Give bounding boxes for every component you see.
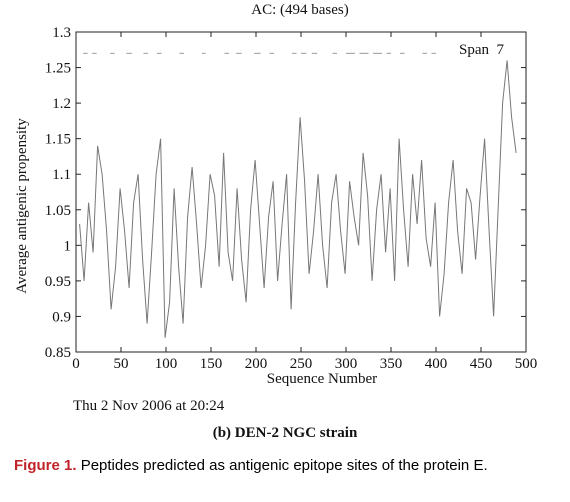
data-line	[79, 60, 517, 338]
y-tick-label: 1.05	[45, 203, 71, 219]
x-axis-label: Sequence Number	[267, 371, 377, 387]
y-tick-label: 1.1	[52, 167, 71, 183]
x-tick-label: 150	[200, 356, 223, 372]
y-tick-label: 1.15	[45, 132, 71, 148]
plot-frame	[75, 31, 527, 353]
caption-text: Peptides predicted as antigenic epitope …	[80, 457, 488, 474]
x-tick-label: 0	[72, 356, 80, 372]
x-tick-label: 200	[245, 356, 268, 372]
timestamp: Thu 2 Nov 2006 at 20:24	[73, 398, 225, 414]
x-tick-label: 100	[155, 356, 178, 372]
x-tick-label: 500	[515, 356, 538, 372]
subcaption: (b) DEN-2 NGC strain	[213, 425, 358, 441]
caption-label: Figure 1.	[14, 457, 77, 474]
x-tick-label: 450	[470, 356, 493, 372]
x-tick-label: 350	[380, 356, 403, 372]
y-tick-label: 1.2	[52, 96, 71, 112]
x-tick-label: 50	[114, 356, 129, 372]
y-axis-label: Average antigenic propensity	[14, 118, 30, 294]
y-tick-label: 0.95	[45, 274, 71, 290]
y-tick-label: 0.9	[52, 309, 71, 325]
y-tick-label: 1.25	[45, 61, 71, 77]
caption: Figure 1. Peptides predicted as antigeni…	[14, 455, 544, 476]
x-tick-label: 300	[335, 356, 358, 372]
chart-title: AC: (494 bases)	[251, 2, 349, 18]
y-tick-label: 0.85	[45, 345, 71, 361]
chart: AC: (494 bases) Sequence Number Average …	[14, 2, 538, 441]
x-tick-label: 250	[290, 356, 313, 372]
x-tick-label: 400	[425, 356, 448, 372]
annotation: Span 7	[459, 42, 505, 58]
y-tick-label: 1	[64, 238, 72, 254]
y-tick-label: 1.3	[52, 25, 71, 41]
